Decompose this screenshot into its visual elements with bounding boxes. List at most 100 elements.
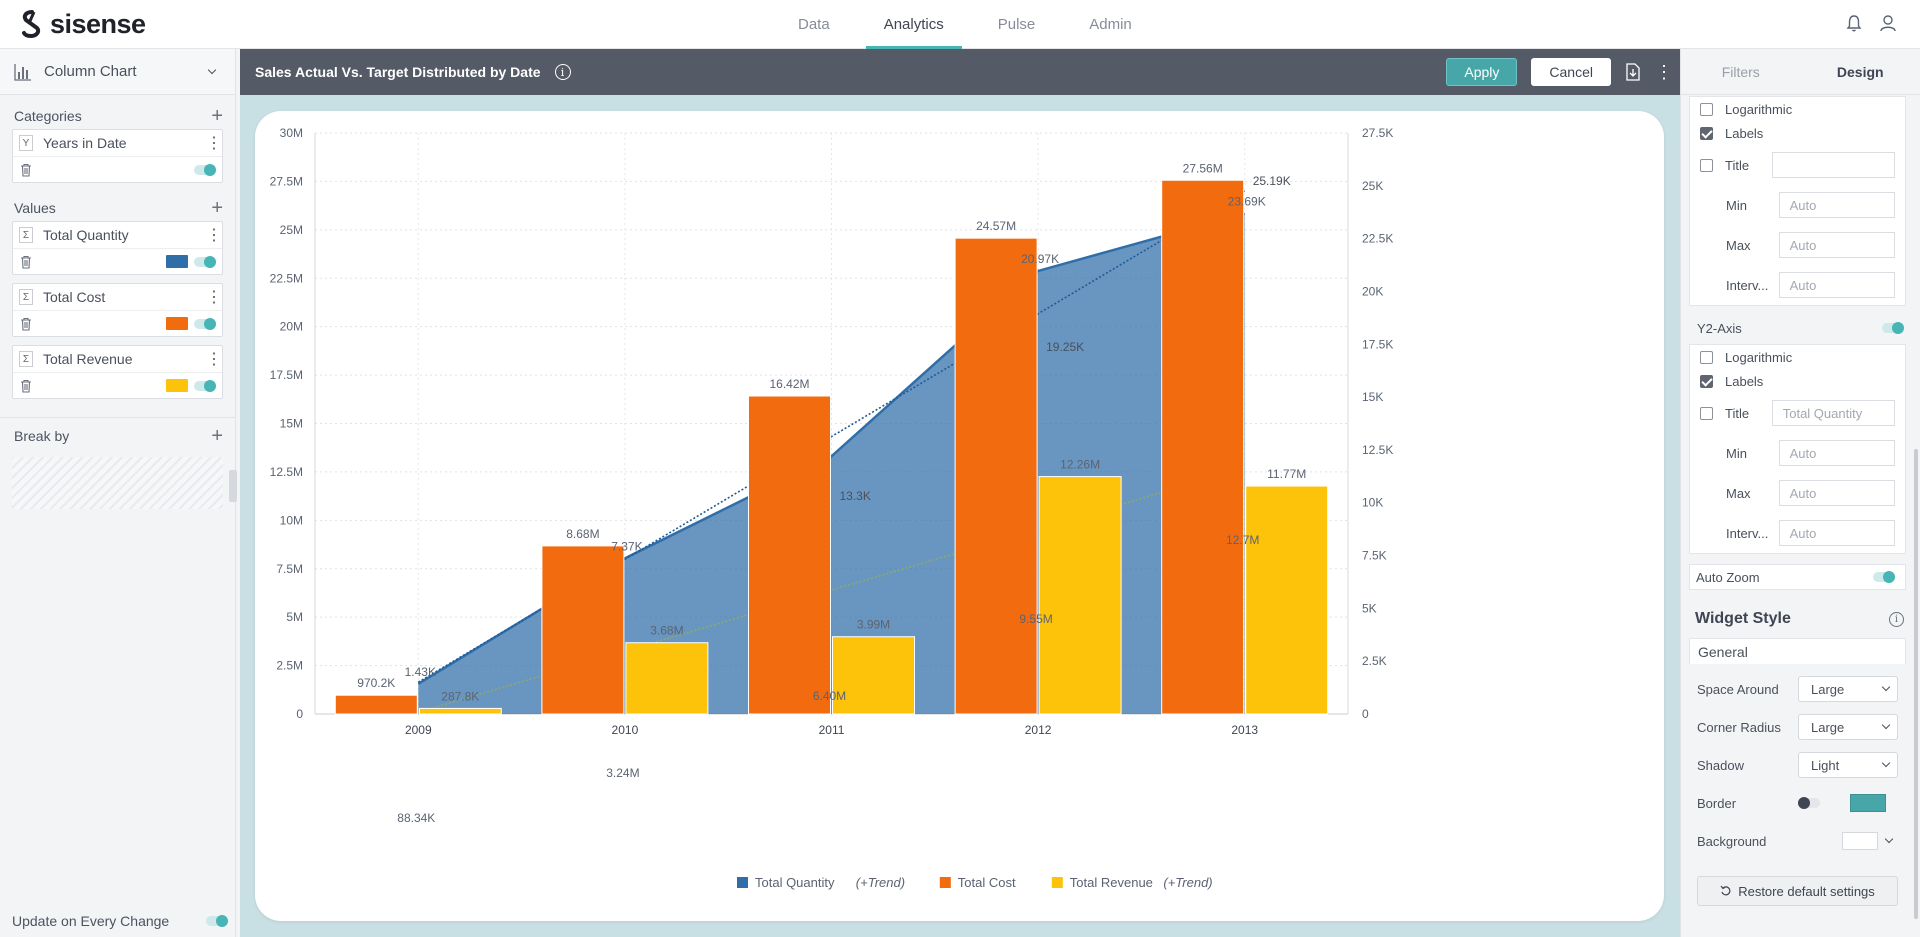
add-breakby-icon[interactable]: + <box>211 424 223 447</box>
value-field-name[interactable]: Total Revenue <box>43 351 133 367</box>
y-title-checkbox[interactable] <box>1700 158 1713 172</box>
add-category-icon[interactable]: + <box>211 105 223 127</box>
nav-tab-pulse[interactable]: Pulse <box>997 16 1036 33</box>
y-logarithmic-checkbox[interactable] <box>1700 102 1713 116</box>
y2-tick-label: 25K <box>1362 179 1383 193</box>
info-icon[interactable]: i <box>1889 611 1904 627</box>
export-icon[interactable] <box>1625 63 1641 81</box>
chevron-down-icon[interactable] <box>1884 834 1894 844</box>
nav-tab-analytics[interactable]: Analytics <box>865 0 962 49</box>
logo-text: sisense <box>50 8 146 39</box>
widget-style-title: Widget Style <box>1695 610 1791 627</box>
value-field-name[interactable]: Total Quantity <box>43 227 129 243</box>
widget-title[interactable]: Sales Actual Vs. Target Distributed by D… <box>255 64 541 80</box>
restore-default-button[interactable]: Restore default settings <box>1697 876 1898 906</box>
value-field-name[interactable]: Total Cost <box>43 289 106 305</box>
y2-labels-checkbox[interactable] <box>1700 374 1713 388</box>
y-labels-checkbox[interactable] <box>1700 126 1713 140</box>
right-panel-scrollbar[interactable] <box>1914 449 1918 919</box>
update-on-change-toggle[interactable] <box>206 915 228 927</box>
chevron-down-icon <box>207 65 217 74</box>
breakby-dropzone[interactable] <box>12 457 223 509</box>
tab-design[interactable]: Design <box>1800 49 1920 94</box>
kebab-menu-icon[interactable]: ⋮ <box>206 289 222 306</box>
add-value-icon[interactable]: + <box>211 197 223 219</box>
y-max-input[interactable]: Auto <box>1778 232 1895 258</box>
restore-default-label: Restore default settings <box>1738 883 1875 899</box>
nav-tab-data[interactable]: Data <box>798 16 830 33</box>
y-tick-label: 12.5M <box>270 465 303 479</box>
border-color-picker[interactable] <box>1850 794 1886 812</box>
data-label: 11.77M <box>1267 467 1306 481</box>
value-toggle[interactable] <box>194 379 216 392</box>
bell-icon[interactable] <box>1844 13 1864 33</box>
apply-button[interactable]: Apply <box>1446 58 1518 86</box>
trash-icon[interactable] <box>19 379 33 393</box>
category-field-name[interactable]: Years in Date <box>43 135 127 151</box>
y2-title-checkbox[interactable] <box>1700 406 1713 420</box>
y-min-input[interactable]: Auto <box>1778 192 1895 218</box>
y-title-input[interactable] <box>1771 152 1895 178</box>
value-toggle[interactable] <box>194 317 216 330</box>
nav-tab-admin[interactable]: Admin <box>1089 16 1132 33</box>
background-color-picker[interactable] <box>1842 832 1878 850</box>
legend-swatch <box>1051 877 1063 888</box>
y2-tick-label: 7.5K <box>1362 549 1387 563</box>
shadow-select[interactable]: Light <box>1798 752 1898 778</box>
chevron-down-icon <box>1881 758 1891 768</box>
more-options-icon[interactable]: ⋮ <box>1655 61 1673 82</box>
trash-icon[interactable] <box>19 255 33 269</box>
series-color-swatch[interactable] <box>166 379 188 392</box>
series-color-swatch[interactable] <box>166 255 188 268</box>
corner-radius-label: Corner Radius <box>1697 719 1781 735</box>
bar-total-revenue <box>1245 485 1329 715</box>
value-toggle[interactable] <box>194 255 216 268</box>
y-tick-label: 7.5M <box>276 562 303 576</box>
y2-min-input[interactable]: Auto <box>1778 440 1895 466</box>
update-on-change-row: Update on Every Change <box>12 913 228 929</box>
chart-svg: 0 2.5M 5M 7.5M 10M 12.5M 15M 17.5M 20M 22.5M 25M 27… <box>270 126 1394 890</box>
y-axis-settings: Logarithmic Labels Title Min Auto Max Auto… <box>1689 96 1906 306</box>
corner-radius-select[interactable]: Large <box>1798 714 1898 740</box>
kebab-menu-icon[interactable]: ⋮ <box>206 351 222 368</box>
auto-zoom-toggle[interactable] <box>1873 571 1895 583</box>
shadow-label: Shadow <box>1697 757 1744 773</box>
kebab-menu-icon[interactable]: ⋮ <box>206 227 222 244</box>
y2-max-input[interactable]: Auto <box>1778 480 1895 506</box>
chevron-down-icon <box>1881 720 1891 730</box>
user-icon[interactable] <box>1878 13 1898 33</box>
chart-type-selector[interactable]: Column Chart <box>0 49 235 95</box>
trash-icon[interactable] <box>19 163 33 177</box>
data-label: 970.2K <box>357 676 395 690</box>
category-toggle[interactable] <box>194 163 216 176</box>
info-icon[interactable]: i <box>554 64 571 80</box>
kebab-menu-icon[interactable]: ⋮ <box>206 135 222 152</box>
y2-title-input[interactable]: Total Quantity <box>1771 400 1895 426</box>
cancel-button[interactable]: Cancel <box>1531 58 1611 86</box>
y-interval-input[interactable]: Auto <box>1778 272 1895 298</box>
chart-type-label: Column Chart <box>44 63 137 80</box>
trend-label: 9.55M <box>1019 612 1052 626</box>
sisense-logo[interactable]: sisense <box>18 8 146 40</box>
y2-interval-input[interactable]: Auto <box>1778 520 1895 546</box>
y2-tick-label: 12.5K <box>1362 443 1393 457</box>
legend-swatch <box>737 877 748 888</box>
y2-axis-toggle[interactable] <box>1882 322 1904 334</box>
area-total-quantity <box>418 213 1245 714</box>
data-label: 16.42M <box>769 377 809 391</box>
y2-logarithmic-checkbox[interactable] <box>1700 350 1713 364</box>
y-tick-label: 20M <box>280 320 303 334</box>
right-panel-tabs: Filters Design <box>1681 49 1920 95</box>
tab-filters[interactable]: Filters <box>1721 63 1760 80</box>
series-color-swatch[interactable] <box>166 317 188 330</box>
collapse-left-handle[interactable] <box>229 470 237 502</box>
y2-axis-settings: Logarithmic Labels Title Total Quantity M… <box>1689 344 1906 554</box>
y2-title-label: Title <box>1725 405 1750 421</box>
border-toggle[interactable] <box>1798 797 1820 809</box>
bar-total-cost <box>1161 179 1245 715</box>
trash-icon[interactable] <box>19 317 33 331</box>
y-tick-label: 15M <box>280 417 303 431</box>
y2-axis-label: Y2-Axis <box>1697 320 1742 336</box>
space-around-select[interactable]: Large <box>1798 676 1898 702</box>
y2-tick-label: 0 <box>1362 707 1369 721</box>
